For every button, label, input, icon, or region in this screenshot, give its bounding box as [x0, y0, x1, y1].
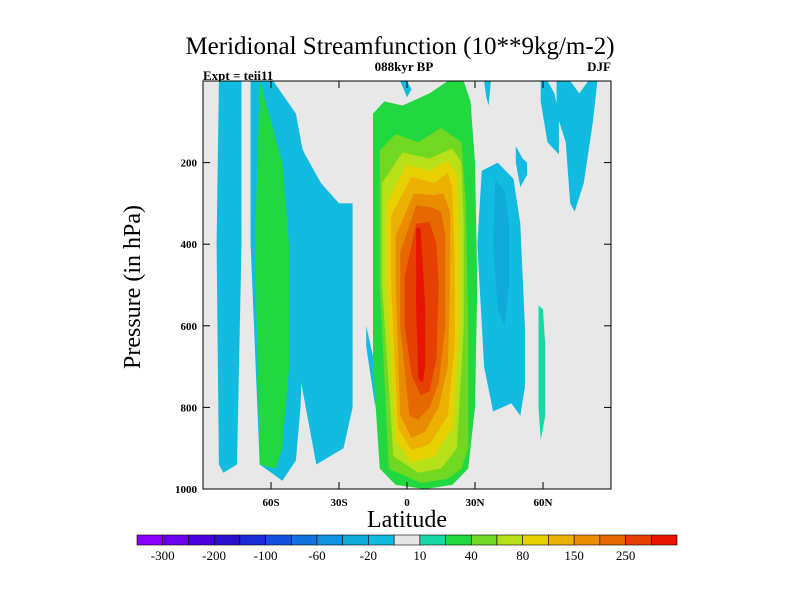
x-tick-label-4: 60N — [534, 497, 553, 509]
colorbar-swatch-1 — [162, 534, 189, 546]
colorbar-swatch-9 — [368, 534, 395, 546]
colorbar-label-6: 40 — [465, 548, 478, 563]
colorbar-label-7: 80 — [516, 548, 529, 563]
y-tick-label-2: 600 — [181, 321, 198, 333]
colorbar-label-4: -20 — [360, 548, 377, 563]
colorbar-swatch-16 — [548, 534, 575, 546]
x-axis-label: Latitude — [367, 507, 447, 533]
contour-region-16 — [515, 146, 528, 188]
contour-region-0 — [216, 81, 242, 473]
colorbar-label-1: -200 — [202, 548, 226, 563]
y-tick-label-4: 1000 — [175, 484, 198, 496]
colorbar-swatch-0 — [136, 534, 164, 546]
colorbar-swatch-19 — [625, 534, 652, 546]
colorbar-swatch-11 — [419, 534, 446, 546]
colorbar-label-5: 10 — [413, 548, 426, 563]
contour-region-15 — [493, 178, 509, 326]
contour-region-21 — [400, 81, 412, 98]
colorbar-swatch-2 — [188, 534, 215, 546]
contour-region-17 — [538, 305, 546, 440]
colorbar-swatch-15 — [522, 534, 549, 546]
x-tick-label-2: 0 — [404, 497, 410, 509]
contour-region-3 — [293, 130, 353, 465]
season-label: DJF — [587, 59, 611, 74]
colorbar-swatch-3 — [213, 534, 241, 546]
colorbar-label-9: 250 — [616, 548, 636, 563]
colorbar-swatch-12 — [445, 534, 472, 546]
contour-fill-group — [216, 81, 598, 489]
colorbar-swatch-10 — [393, 534, 421, 546]
contour-region-19 — [556, 81, 598, 212]
contour-region-20 — [484, 81, 491, 106]
x-axis-ticks: 60S 30S 0 30N 60N — [262, 81, 553, 509]
y-tick-label-3: 800 — [181, 402, 198, 414]
colorbar-labels: -300 -200 -100 -60 -20 10 40 80 150 250 — [151, 548, 636, 563]
x-tick-label-0: 60S — [262, 497, 279, 509]
colorbar-swatch-17 — [573, 534, 601, 546]
colorbar-label-8: 150 — [564, 548, 584, 563]
colorbar-label-3: -60 — [308, 548, 325, 563]
chart-title: Meridional Streamfunction (10**9kg/m-2) — [185, 33, 614, 60]
y-axis-ticks: 200 400 600 800 1000 — [175, 158, 611, 496]
x-tick-label-1: 30S — [330, 497, 347, 509]
colorbar-swatch-14 — [496, 534, 524, 546]
contour-region-13 — [416, 227, 426, 383]
y-tick-label-0: 200 — [181, 158, 198, 170]
colorbar-label-2: -100 — [254, 548, 278, 563]
colorbar-swatch-4 — [239, 534, 266, 546]
x-tick-label-3: 30N — [466, 497, 485, 509]
colorbar-swatch-13 — [470, 534, 498, 546]
colorbar-swatch-8 — [342, 534, 369, 546]
colorbar-swatch-18 — [599, 534, 626, 546]
period-label: 088kyr BP — [375, 59, 434, 74]
y-tick-label-1: 400 — [181, 239, 198, 251]
colorbar-swatch-5 — [265, 534, 292, 546]
colorbar — [136, 534, 678, 546]
y-axis-label: Pressure (in hPa) — [120, 205, 146, 369]
colorbar-swatch-7 — [316, 534, 344, 546]
experiment-label: Expt = teii11 — [203, 68, 273, 83]
contour-region-2 — [255, 81, 290, 469]
contour-region-18 — [540, 81, 559, 155]
colorbar-swatch-6 — [290, 534, 318, 546]
colorbar-swatch-20 — [650, 534, 678, 546]
colorbar-label-0: -300 — [151, 548, 175, 563]
